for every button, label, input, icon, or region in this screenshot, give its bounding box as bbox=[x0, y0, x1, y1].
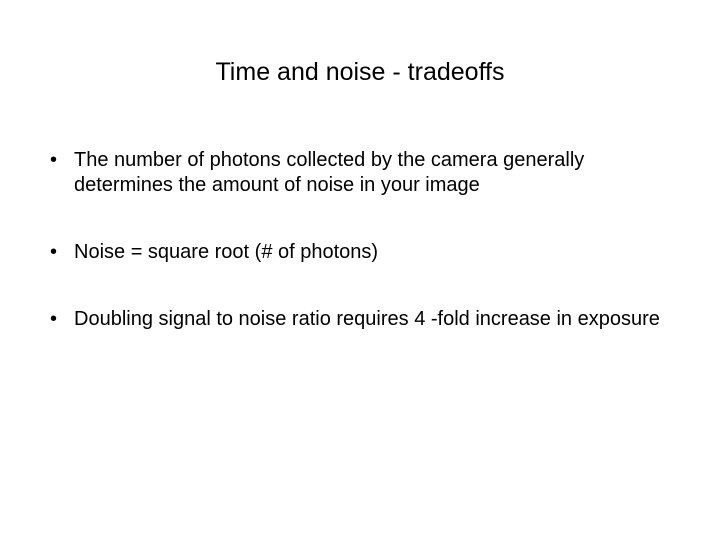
bullet-text: The number of photons collected by the c… bbox=[74, 148, 674, 198]
bullet-marker-icon: • bbox=[46, 307, 74, 332]
list-item: • The number of photons collected by the… bbox=[46, 148, 674, 198]
slide: Time and noise - tradeoffs • The number … bbox=[0, 0, 720, 540]
slide-body: • The number of photons collected by the… bbox=[46, 148, 674, 374]
bullet-marker-icon: • bbox=[46, 148, 74, 173]
bullet-text: Noise = square root (# of photons) bbox=[74, 240, 674, 265]
list-item: • Noise = square root (# of photons) bbox=[46, 240, 674, 265]
slide-title: Time and noise - tradeoffs bbox=[0, 58, 720, 87]
bullet-text: Doubling signal to noise ratio requires … bbox=[74, 307, 674, 332]
bullet-marker-icon: • bbox=[46, 240, 74, 265]
list-item: • Doubling signal to noise ratio require… bbox=[46, 307, 674, 332]
